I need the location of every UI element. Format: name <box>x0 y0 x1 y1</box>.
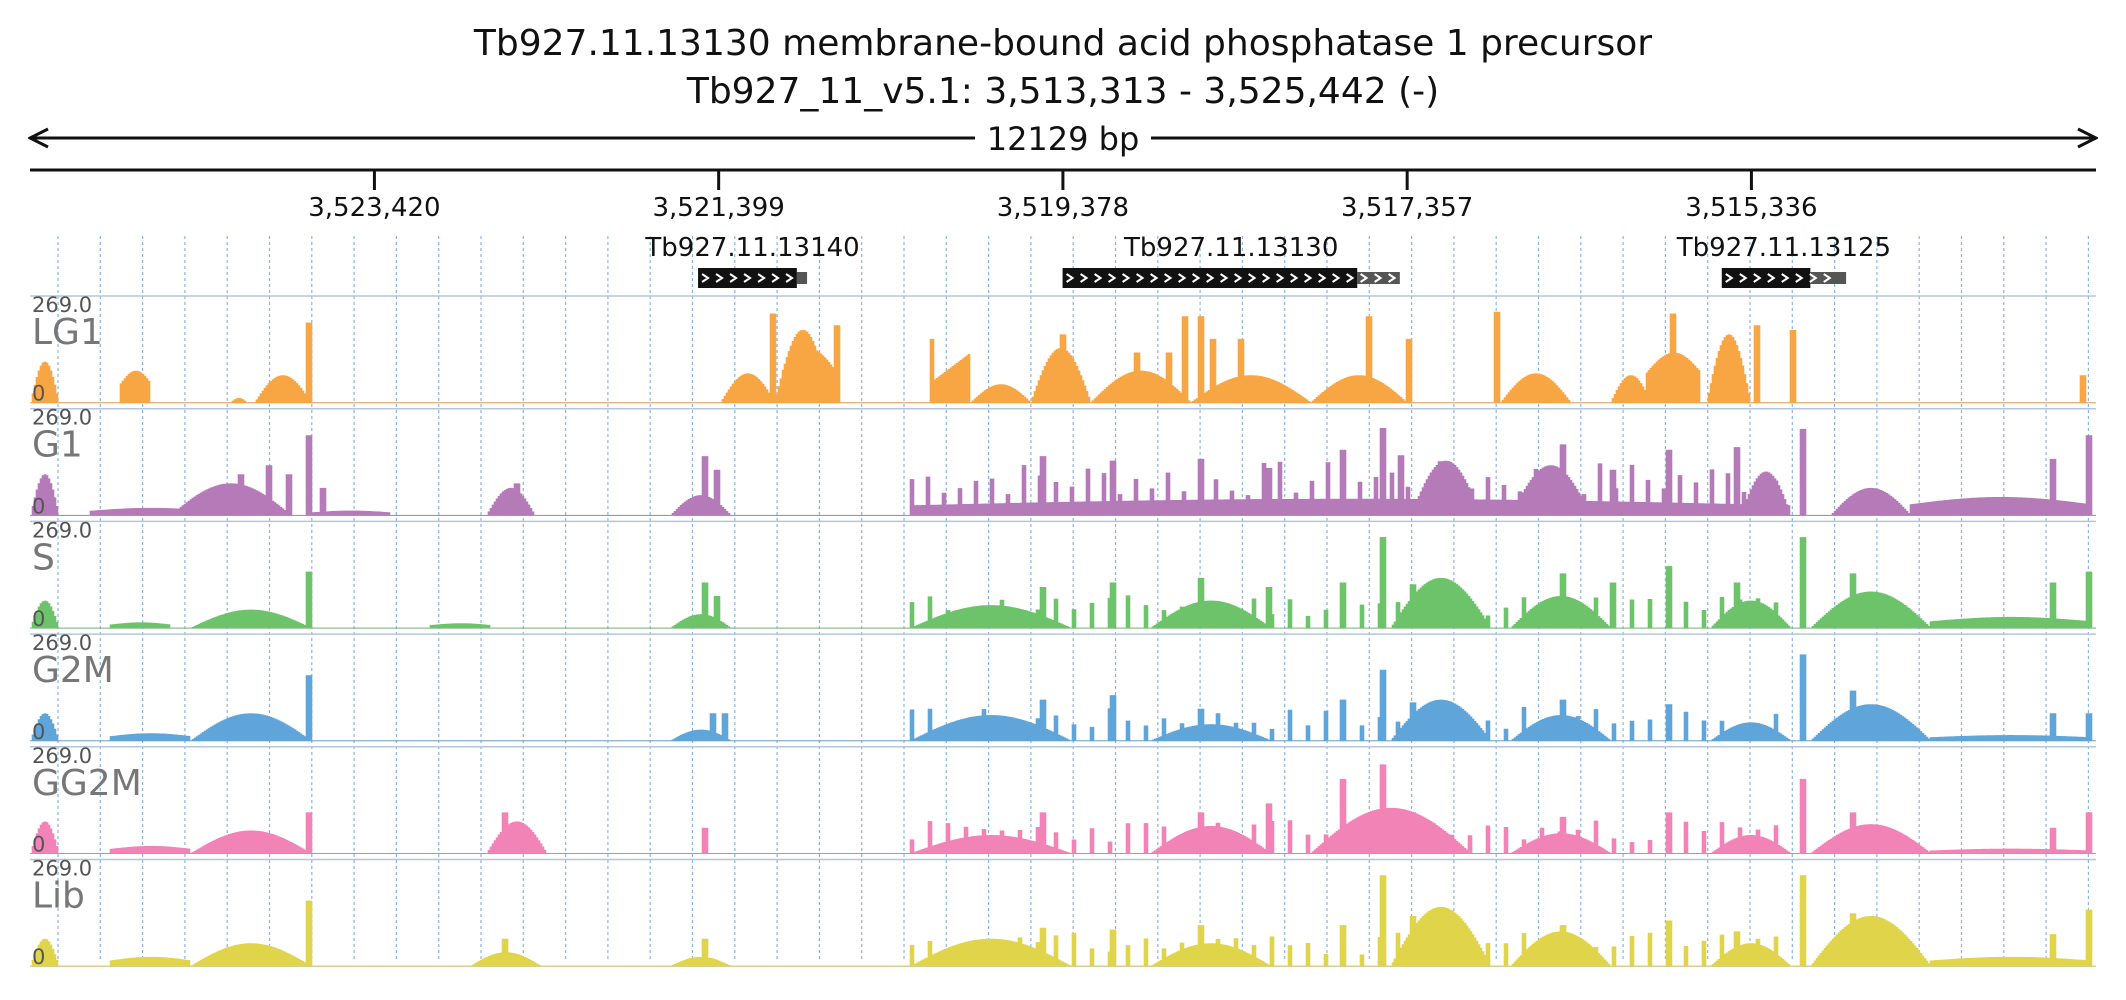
gene-models[interactable]: Tb927.11.13140 Tb927.11.13130 Tb927.11.131… <box>644 233 1891 288</box>
track-name: GG2M <box>32 763 142 804</box>
strand-chevrons <box>701 273 794 283</box>
coverage-area <box>30 537 2096 629</box>
ruler-tick-label: 3,521,399 <box>653 193 785 223</box>
ruler-tick-label: 3,519,378 <box>997 193 1129 223</box>
gene-utr <box>796 272 808 284</box>
track-max-label: 269.0 <box>32 744 92 768</box>
ruler-tick-label: 3,515,336 <box>1685 193 1817 223</box>
coverage-area <box>30 428 2096 516</box>
track-max-label: 269.0 <box>32 631 92 655</box>
coverage-area <box>30 875 2096 967</box>
gene-Tb927.11.13130[interactable]: Tb927.11.13130 <box>1062 233 1400 288</box>
gene-cds <box>1062 268 1358 288</box>
genomic-location: Tb927_11_v5.1: 3,513,313 - 3,525,442 (-) <box>686 71 1440 112</box>
track-max-label: 269.0 <box>32 406 92 430</box>
track-zero-label: 0 <box>32 494 45 518</box>
gene-label: Tb927.11.13125 <box>1676 233 1891 263</box>
strand-chevrons <box>1725 273 1832 283</box>
gene-cds <box>698 268 797 288</box>
ruler-tick-label: 3,517,357 <box>1341 193 1473 223</box>
span-label: 12129 bp <box>987 120 1140 158</box>
gene-label: Tb927.11.13140 <box>644 233 859 263</box>
gene-label: Tb927.11.13130 <box>1123 233 1338 263</box>
track-zero-label: 0 <box>32 945 45 969</box>
gene-cds <box>1721 268 1811 288</box>
track-s[interactable]: 269.0S 0 <box>30 518 2096 631</box>
track-zero-label: 0 <box>32 607 45 631</box>
track-name: LG1 <box>32 312 103 353</box>
ruler-tick-label: 3,523,420 <box>308 193 440 223</box>
gene-Tb927.11.13125[interactable]: Tb927.11.13125 <box>1676 233 1891 288</box>
coverage-area <box>30 311 2096 403</box>
coverage-area <box>30 764 2096 854</box>
strand-chevrons <box>1066 273 1397 283</box>
coordinate-ruler: 3,523,420 3,521,399 3,519,378 3,517,357 3,51… <box>30 168 2096 223</box>
coverage-tracks[interactable]: 269.0LG10269.0G10269.0S0269.0G2M0269.0GG… <box>30 293 2096 969</box>
track-zero-label: 0 <box>32 382 45 406</box>
span-label-bg <box>975 118 1151 158</box>
page-title: Tb927.11.13130 membrane-bound acid phosp… <box>473 23 1653 64</box>
track-zero-label: 0 <box>32 833 45 857</box>
track-max-label: 269.0 <box>32 518 92 542</box>
track-max-label: 269.0 <box>32 293 92 317</box>
gene-Tb927.11.13140[interactable]: Tb927.11.13140 <box>644 233 860 288</box>
track-zero-label: 0 <box>32 720 45 744</box>
coverage-area <box>30 654 2096 742</box>
track-name: S <box>32 537 55 578</box>
track-name: G1 <box>32 425 83 466</box>
span-indicator: 12129 bp <box>30 118 2096 158</box>
track-g1[interactable]: 269.0G1 0 <box>30 406 2096 519</box>
track-name: G2M <box>32 650 114 691</box>
track-max-label: 269.0 <box>32 857 92 881</box>
track-name: Lib <box>32 876 85 917</box>
